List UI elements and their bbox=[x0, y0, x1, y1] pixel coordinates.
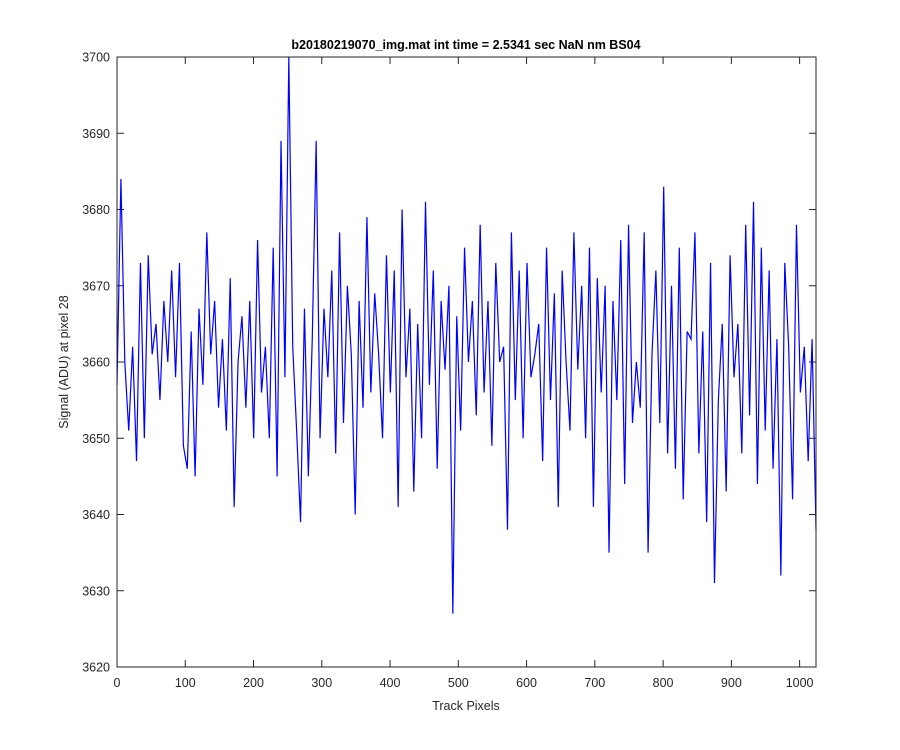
y-tick-label: 3690 bbox=[82, 127, 110, 141]
y-tick-label: 3670 bbox=[82, 279, 110, 293]
x-tick-label: 200 bbox=[243, 676, 264, 690]
axis-tick-labels: 0 100 200 300 400 500 600 700 800 900 1000 3620 3630… bbox=[82, 51, 813, 691]
y-tick-label: 3680 bbox=[82, 203, 110, 217]
axes-background bbox=[117, 57, 816, 667]
x-tick-label: 800 bbox=[653, 676, 674, 690]
series-group bbox=[116, 56, 817, 614]
x-tick-label: 100 bbox=[175, 676, 196, 690]
y-tick-label: 3640 bbox=[82, 508, 110, 522]
axes-box bbox=[116, 56, 817, 668]
x-tick-label: 400 bbox=[380, 676, 401, 690]
x-tick-label: 0 bbox=[114, 676, 121, 690]
series-line bbox=[116, 56, 817, 614]
x-axis-label: Track Pixels bbox=[432, 699, 500, 713]
x-tick-label: 900 bbox=[721, 676, 742, 690]
chart-title: b20180219070_img.mat int time = 2.5341 s… bbox=[291, 38, 640, 52]
plot-area: 0 100 200 300 400 500 600 700 800 900 1000 3620 3630… bbox=[82, 51, 817, 691]
y-tick-label: 3650 bbox=[82, 432, 110, 446]
axis-ticks bbox=[116, 56, 816, 668]
y-axis-label: Signal (ADU) at pixel 28 bbox=[57, 295, 71, 428]
y-tick-label: 3630 bbox=[82, 584, 110, 598]
y-tick-label: 3620 bbox=[82, 661, 110, 675]
x-tick-label: 300 bbox=[311, 676, 332, 690]
x-tick-label: 1000 bbox=[786, 676, 814, 690]
x-tick-label: 700 bbox=[584, 676, 605, 690]
y-tick-label: 3700 bbox=[82, 51, 110, 65]
y-tick-label: 3660 bbox=[82, 356, 110, 370]
x-tick-label: 500 bbox=[448, 676, 469, 690]
x-tick-label: 600 bbox=[516, 676, 537, 690]
